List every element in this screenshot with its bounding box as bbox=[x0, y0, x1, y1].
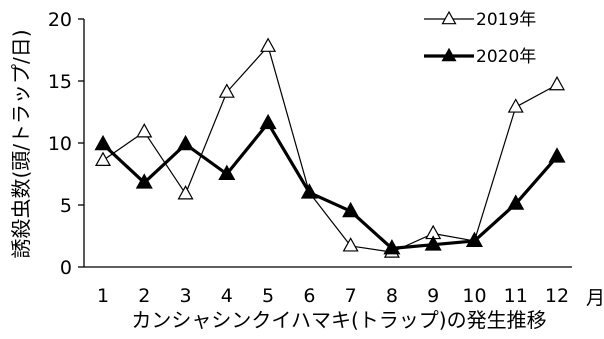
x-tick-label: 12 bbox=[545, 285, 569, 307]
x-tick-label: 5 bbox=[262, 285, 274, 307]
series-line bbox=[102, 45, 558, 253]
legend-marker bbox=[441, 47, 457, 62]
series-line bbox=[101, 121, 559, 250]
legend: 2019年 2020年 bbox=[424, 10, 536, 67]
y-tick-label: 5 bbox=[60, 195, 72, 217]
y-ticks: 0 5 10 15 20 bbox=[48, 9, 84, 279]
x-axis-title: カンシャシンクイハマキ(トラップ)の発生推移 bbox=[131, 308, 546, 332]
x-tick-label: 6 bbox=[303, 285, 315, 307]
data-point bbox=[177, 134, 195, 151]
data-point bbox=[342, 201, 360, 218]
legend-item: 2019年 bbox=[424, 10, 536, 30]
series-layer bbox=[94, 37, 566, 258]
data-point bbox=[136, 123, 153, 138]
y-tick-label: 0 bbox=[60, 257, 72, 279]
data-point bbox=[218, 83, 235, 98]
data-point bbox=[383, 239, 401, 255]
y-axis-title: 誘殺虫数(頭/トラップ/日) bbox=[9, 29, 33, 258]
data-point bbox=[507, 194, 525, 210]
y-tick-label: 20 bbox=[48, 9, 72, 31]
x-tick-label: 10 bbox=[462, 285, 486, 307]
data-point bbox=[342, 237, 359, 252]
data-point bbox=[260, 37, 277, 52]
data-point bbox=[94, 151, 112, 166]
series-2 bbox=[94, 113, 566, 255]
x-ticks: 1 2 3 4 5 6 7 8 9 10 11 12 bbox=[97, 285, 569, 307]
x-tick-label: 4 bbox=[221, 285, 233, 307]
y-tick-label: 10 bbox=[48, 133, 72, 155]
data-point bbox=[548, 75, 566, 91]
legend-label: 2020年 bbox=[476, 47, 536, 67]
legend-item: 2020年 bbox=[424, 47, 536, 67]
y-tick-label: 15 bbox=[48, 71, 72, 93]
data-point bbox=[218, 164, 236, 180]
x-tick-label: 8 bbox=[386, 285, 398, 307]
x-axis-unit: 月 bbox=[586, 287, 604, 309]
data-point bbox=[259, 113, 277, 130]
x-tick-label: 11 bbox=[504, 285, 528, 307]
data-point bbox=[177, 185, 194, 200]
data-point bbox=[424, 235, 442, 251]
x-tick-label: 7 bbox=[345, 285, 357, 307]
legend-label: 2019年 bbox=[476, 10, 536, 30]
data-point bbox=[94, 134, 112, 151]
data-point bbox=[548, 147, 566, 163]
x-tick-label: 9 bbox=[427, 285, 439, 307]
data-point bbox=[300, 183, 318, 199]
x-tick-label: 1 bbox=[97, 285, 109, 307]
data-point bbox=[507, 98, 524, 113]
x-tick-label: 3 bbox=[179, 285, 191, 307]
legend-marker bbox=[441, 10, 457, 25]
x-tick-label: 2 bbox=[138, 285, 150, 307]
data-point bbox=[135, 173, 153, 189]
data-point bbox=[465, 231, 483, 247]
